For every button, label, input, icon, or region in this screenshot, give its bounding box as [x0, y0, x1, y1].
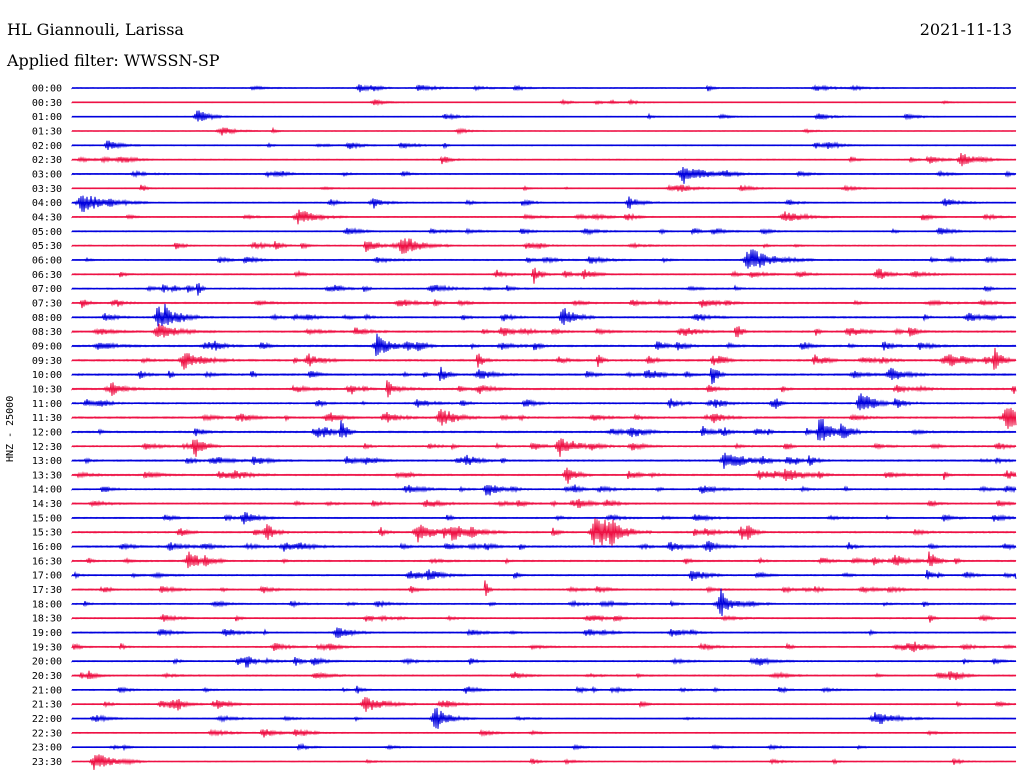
row-time-label: 11:00 [32, 399, 62, 410]
trace-row [71, 393, 1017, 411]
row-time-label: 23:30 [32, 757, 62, 768]
date-label: 2021-11-13 [919, 20, 1012, 39]
row-time-label: 21:30 [32, 700, 62, 711]
row-time-label: 20:00 [32, 657, 62, 668]
row-time-label: 11:30 [32, 413, 62, 424]
row-time-label: 18:00 [32, 599, 62, 610]
trace-row [71, 366, 1017, 385]
row-time-label: 22:30 [32, 728, 62, 739]
trace-row [71, 580, 1017, 596]
trace-row [71, 166, 1017, 184]
row-time-label: 07:30 [32, 298, 62, 309]
row-time-label: 02:30 [32, 155, 62, 166]
trace-row [71, 418, 1017, 441]
row-time-label: 21:00 [32, 685, 62, 696]
row-time-label: 14:00 [32, 485, 62, 496]
trace-group [71, 84, 1017, 770]
row-time-label: 05:30 [32, 241, 62, 252]
row-time-label: 08:00 [32, 313, 62, 324]
trace-row [71, 484, 1017, 496]
row-time-label: 20:30 [32, 671, 62, 682]
row-time-label: 17:00 [32, 571, 62, 582]
row-time-label: 00:00 [32, 84, 62, 95]
row-time-label: 06:30 [32, 270, 62, 281]
row-time-label: 22:00 [32, 714, 62, 725]
trace-row [71, 267, 1017, 284]
row-time-label: 03:00 [32, 169, 62, 180]
row-time-label: 19:30 [32, 642, 62, 653]
tick-label-group: 00:00 00:30 01:00 01:30 02:00 02:30 03:00 03:30… [32, 84, 62, 769]
trace-row [71, 333, 1017, 357]
trace-row [71, 303, 1017, 327]
row-time-label: 05:00 [32, 227, 62, 238]
row-time-label: 10:30 [32, 384, 62, 395]
row-time-label: 01:30 [32, 126, 62, 137]
row-time-label: 01:00 [32, 112, 62, 123]
row-time-label: 15:00 [32, 513, 62, 524]
row-time-label: 04:00 [32, 198, 62, 209]
row-time-label: 12:30 [32, 442, 62, 453]
row-time-label: 04:30 [32, 212, 62, 223]
row-time-label: 06:00 [32, 255, 62, 266]
trace-row [71, 195, 1017, 213]
row-time-label: 23:00 [32, 743, 62, 754]
row-time-label: 10:00 [32, 370, 62, 381]
row-time-label: 14:30 [32, 499, 62, 510]
row-time-label: 16:00 [32, 542, 62, 553]
row-time-label: 09:30 [32, 356, 62, 367]
row-time-label: 12:00 [32, 427, 62, 438]
filter-label: Applied filter: WWSSN-SP [7, 51, 220, 70]
row-time-label: 13:00 [32, 456, 62, 467]
row-time-label: 18:30 [32, 614, 62, 625]
row-time-label: 19:00 [32, 628, 62, 639]
row-time-label: 08:30 [32, 327, 62, 338]
trace-row [71, 588, 1017, 617]
row-time-label: 15:30 [32, 528, 62, 539]
station-title: HL Giannouli, Larissa [7, 20, 184, 39]
trace-row [71, 323, 1017, 338]
row-time-label: 03:30 [32, 184, 62, 195]
row-time-label: 17:30 [32, 585, 62, 596]
row-time-label: 09:00 [32, 341, 62, 352]
trace-row [71, 347, 1017, 370]
trace-row [71, 438, 1017, 457]
trace-row [71, 249, 1017, 269]
row-time-label: 02:00 [32, 141, 62, 152]
row-time-label: 07:00 [32, 284, 62, 295]
trace-row [71, 551, 1017, 569]
row-time-label: 00:30 [32, 98, 62, 109]
row-time-label: 16:30 [32, 556, 62, 567]
row-time-label: 13:30 [32, 470, 62, 481]
